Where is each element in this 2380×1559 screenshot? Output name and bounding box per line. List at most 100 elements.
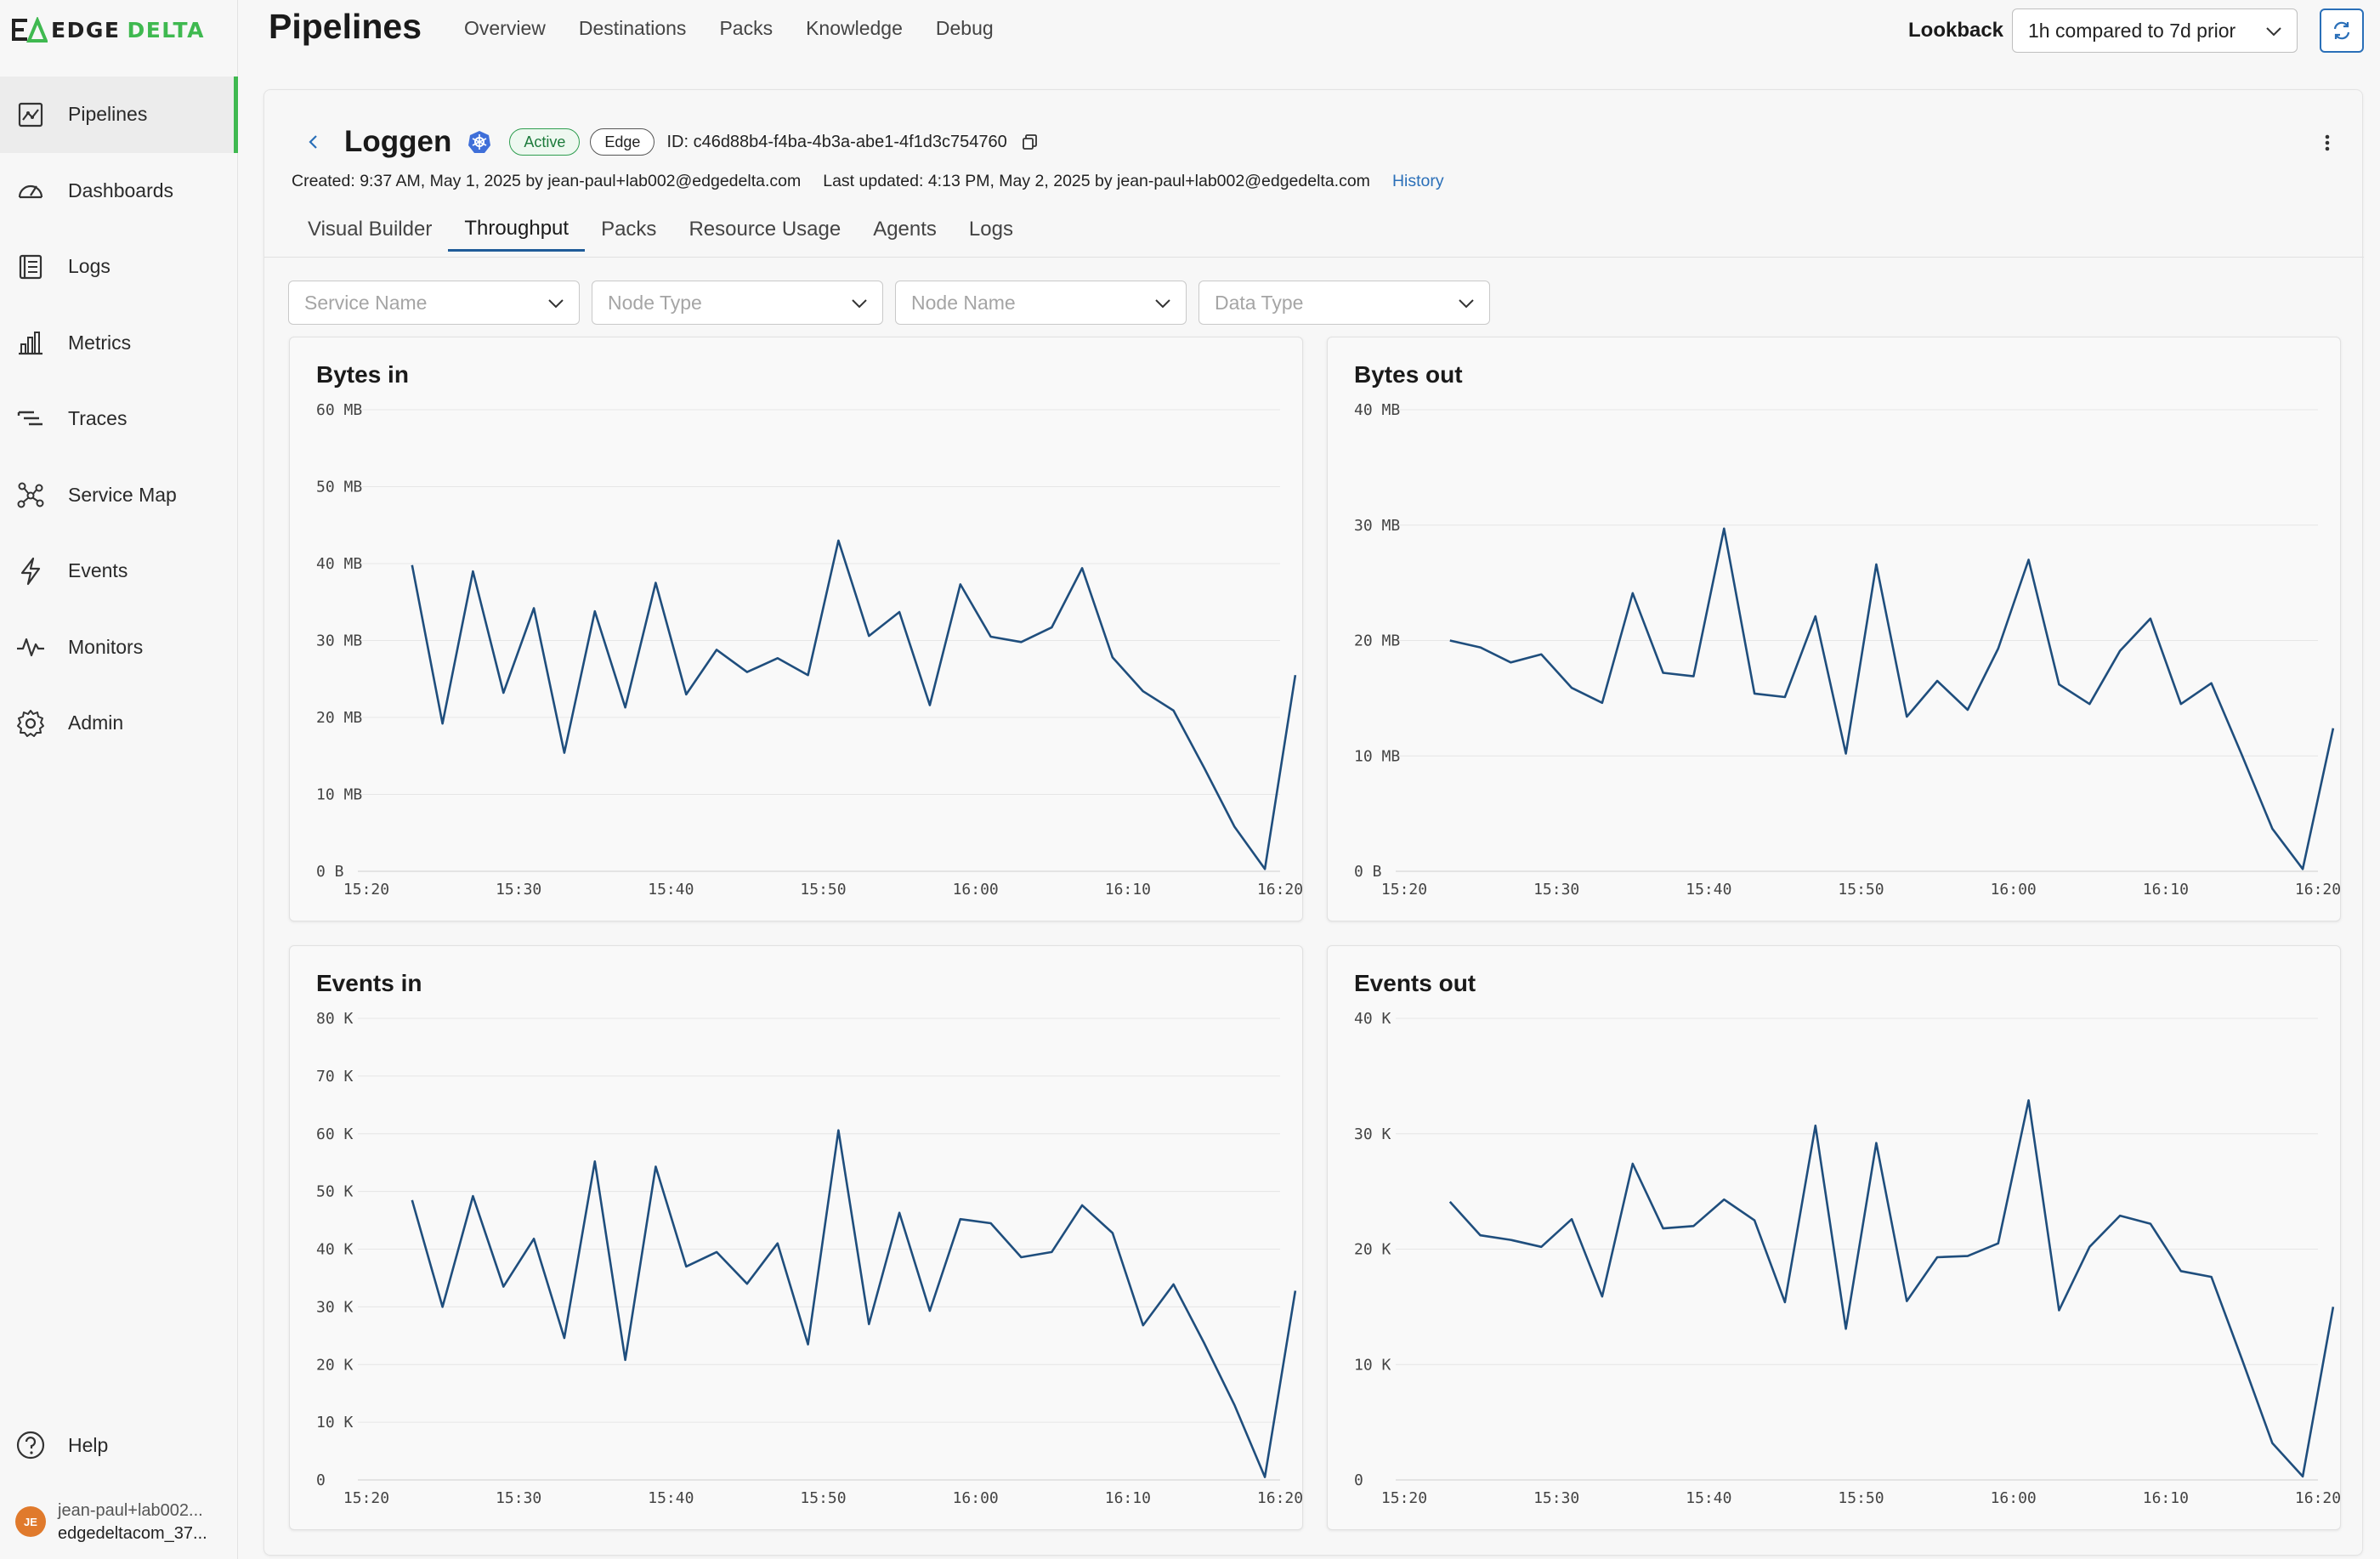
top-nav-packs[interactable]: Packs [719, 17, 774, 39]
node-name-select[interactable]: Node Name [895, 281, 1187, 325]
sidebar-item-admin[interactable]: Admin [0, 685, 238, 762]
chevron-down-icon [548, 299, 564, 309]
tab-divider [264, 257, 2364, 258]
y-tick-label: 0 B [316, 863, 344, 881]
sidebar: EDGE DELTA Pipelines Dashboards Logs Met… [0, 0, 238, 1559]
sidebar-item-dashboards[interactable]: Dashboards [0, 153, 238, 230]
events-in-chart[interactable]: 0 10 K 20 K 30 K 40 K 50 K 60 K 70 K 80 K 15:20 15… [290, 946, 1304, 1531]
top-nav-overview[interactable]: Overview [464, 17, 546, 39]
bytes-out-chart[interactable]: 0 B 10 MB 20 MB 30 MB 40 MB 15:20 15:30 15:40 15… [1328, 337, 2342, 922]
traces-icon [17, 411, 42, 425]
history-link[interactable]: History [1391, 172, 1444, 190]
avatar: JE [15, 1506, 46, 1537]
x-tick-label: 15:30 [496, 881, 541, 899]
tab-resource-usage[interactable]: Resource Usage [688, 218, 842, 241]
sidebar-item-label: Admin [68, 711, 124, 734]
filter-placeholder: Service Name [304, 291, 428, 314]
tab-agents[interactable]: Agents [873, 218, 937, 241]
top-bar: Pipelines Overview Destinations Packs Kn… [238, 0, 2380, 68]
edge-delta-logo[interactable]: EDGE DELTA [12, 15, 205, 44]
edge-delta-logo-icon [12, 17, 48, 43]
data-type-select[interactable]: Data Type [1198, 281, 1490, 325]
bytes-in-chart[interactable]: 0 B 10 MB 20 MB 30 MB 40 MB 50 MB 60 MB 15:20 15… [290, 337, 1304, 922]
user-menu[interactable]: JE jean-paul+lab002... edgedeltacom_37..… [0, 1492, 238, 1551]
x-tick-label: 15:30 [1533, 1489, 1579, 1507]
kubernetes-icon [468, 131, 491, 153]
y-tick-label: 60 MB [316, 401, 362, 419]
y-tick-label: 40 K [1354, 1010, 1391, 1028]
sidebar-item-service-map[interactable]: Service Map [0, 457, 238, 534]
pipeline-name: Loggen [344, 125, 452, 158]
y-tick-label: 10 MB [316, 786, 362, 804]
x-tick-label: 16:20 [1257, 1489, 1303, 1507]
page-title: Pipelines [269, 7, 422, 46]
top-nav: Overview Destinations Packs Knowledge De… [464, 17, 994, 40]
y-tick-label: 50 MB [316, 479, 362, 496]
more-options-button[interactable] [2315, 128, 2340, 158]
refresh-button[interactable] [2320, 9, 2364, 53]
chevron-down-icon [1155, 299, 1170, 309]
x-tick-label: 15:30 [496, 1489, 541, 1507]
copy-icon[interactable] [1021, 133, 1040, 151]
top-nav-knowledge[interactable]: Knowledge [806, 17, 903, 39]
tab-visual-builder[interactable]: Visual Builder [308, 218, 433, 241]
top-nav-debug[interactable]: Debug [935, 17, 994, 39]
pipelines-icon [18, 102, 43, 127]
x-tick-label: 15:30 [1533, 881, 1579, 899]
node-type-select[interactable]: Node Type [592, 281, 883, 325]
y-tick-label: 30 MB [316, 632, 362, 650]
x-tick-label: 16:00 [1991, 1489, 2037, 1507]
chevron-down-icon [852, 299, 867, 309]
x-tick-label: 15:40 [1686, 881, 1731, 899]
sidebar-item-events[interactable]: Events [0, 533, 238, 609]
sidebar-item-label: Traces [68, 407, 128, 430]
x-tick-label: 16:20 [2295, 1489, 2341, 1507]
lookback-label: Lookback [1908, 19, 2004, 42]
x-tick-label: 15:20 [1381, 881, 1427, 899]
chart-card-events-in: Events in 0 10 K 20 K 30 K 40 K 50 K 60 K 70 K 8… [289, 945, 1303, 1530]
x-tick-label: 16:10 [2143, 1489, 2189, 1507]
y-tick-label: 40 MB [316, 555, 362, 573]
top-nav-destinations[interactable]: Destinations [578, 17, 687, 39]
sidebar-item-pipelines[interactable]: Pipelines [0, 77, 238, 153]
sidebar-item-monitors[interactable]: Monitors [0, 609, 238, 686]
x-tick-label: 16:00 [953, 1489, 999, 1507]
help-link[interactable]: Help [0, 1407, 238, 1483]
y-tick-label: 50 K [316, 1183, 354, 1201]
x-tick-label: 15:50 [1838, 1489, 1884, 1507]
x-tick-label: 16:20 [1257, 881, 1303, 899]
chart-title: Bytes out [1354, 361, 1463, 388]
help-icon [16, 1431, 45, 1460]
lookback-select[interactable]: 1h compared to 7d prior [2012, 9, 2298, 53]
series-line [1449, 527, 2335, 870]
x-tick-label: 16:00 [1991, 881, 2037, 899]
sidebar-item-metrics[interactable]: Metrics [0, 305, 238, 382]
logs-icon [19, 254, 42, 279]
series-line [1448, 1099, 2335, 1478]
tab-throughput[interactable]: Throughput [448, 207, 586, 252]
tab-logs[interactable]: Logs [968, 218, 1013, 241]
sidebar-item-logs[interactable]: Logs [0, 229, 238, 305]
chart-card-events-out: Events out 0 10 K 20 K 30 K 40 K 15:20 15:30 15… [1327, 945, 2341, 1530]
filter-placeholder: Node Name [911, 291, 1016, 314]
pipeline-meta: Created: 9:37 AM, May 1, 2025 by jean-pa… [292, 172, 1444, 191]
x-tick-label: 16:10 [1105, 881, 1151, 899]
sidebar-nav: Pipelines Dashboards Logs Metrics Traces… [0, 77, 238, 762]
lookback-value: 1h compared to 7d prior [2028, 19, 2236, 42]
events-out-chart[interactable]: 0 10 K 20 K 30 K 40 K 15:20 15:30 15:40 15:50 16:… [1328, 946, 2342, 1531]
kebab-menu-icon [2325, 134, 2330, 151]
chart-card-bytes-in: Bytes in 0 B 10 MB 20 MB 30 MB 40 MB 50 MB 60 … [289, 337, 1303, 921]
back-button[interactable] [298, 127, 329, 157]
service-name-select[interactable]: Service Name [288, 281, 580, 325]
sidebar-item-traces[interactable]: Traces [0, 381, 238, 457]
updated-info: Last updated: 4:13 PM, May 2, 2025 by je… [823, 172, 1370, 190]
y-tick-label: 20 MB [1354, 632, 1400, 650]
help-label: Help [68, 1433, 109, 1456]
y-tick-label: 40 MB [1354, 401, 1400, 419]
x-tick-label: 15:50 [800, 1489, 846, 1507]
tab-packs[interactable]: Packs [601, 218, 657, 241]
x-tick-label: 15:40 [1686, 1489, 1731, 1507]
y-tick-label: 20 K [316, 1356, 354, 1374]
chart-title: Events out [1354, 970, 1476, 996]
user-org: edgedeltacom_37... [58, 1524, 207, 1543]
